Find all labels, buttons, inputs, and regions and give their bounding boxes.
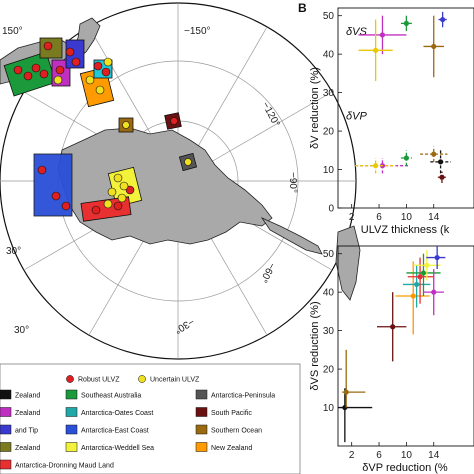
lon-label: −90° bbox=[287, 172, 298, 193]
legend-label: Zealand bbox=[15, 410, 40, 417]
y-tick-label: 40 bbox=[323, 50, 335, 61]
legend-swatch bbox=[0, 424, 12, 435]
y-tick-label: 40 bbox=[323, 288, 335, 299]
legend-label: South Pacific bbox=[211, 410, 252, 417]
annotation-dvs: δVS bbox=[346, 26, 367, 38]
x-tick-label: 10 bbox=[401, 212, 413, 223]
y-axis-label: δV reduction (%) bbox=[309, 67, 321, 149]
data-point bbox=[439, 174, 445, 180]
legend-label: Southeast Australia bbox=[81, 393, 141, 400]
plot-frame bbox=[337, 245, 474, 447]
data-point bbox=[410, 293, 416, 299]
x-tick-label: 6 bbox=[376, 450, 382, 461]
legend-swatch bbox=[0, 442, 12, 452]
antarctic-peninsula bbox=[260, 217, 323, 255]
robust-legend-dot bbox=[66, 375, 74, 383]
legend-swatch bbox=[0, 407, 12, 417]
x-axis-label: δVP reduction (% bbox=[362, 462, 448, 474]
legend-swatch bbox=[0, 459, 12, 470]
legend-swatch bbox=[195, 424, 208, 435]
legend-label: and Tip bbox=[15, 428, 38, 435]
x-axis-label: ULVZ thickness (k bbox=[361, 224, 450, 236]
legend-label: Zealand bbox=[15, 445, 40, 452]
uncertain-legend-dot bbox=[138, 375, 146, 383]
map-legend: Robust ULVZ Uncertain ULVZ Zealand Southe… bbox=[0, 363, 301, 474]
legend-label: Antarctica-Oates Coast bbox=[81, 410, 153, 417]
x-tick-label: 14 bbox=[428, 212, 440, 223]
y-tick-label: 50 bbox=[323, 11, 335, 22]
data-point bbox=[424, 262, 430, 268]
legend-uncertain-label: Uncertain ULVZ bbox=[150, 377, 200, 384]
polar-map: 30° 0° 30° 150° −150° −120° −90° −60° −3… bbox=[0, 2, 361, 393]
ulvz-robust-dots bbox=[13, 41, 178, 215]
data-point bbox=[403, 155, 409, 161]
data-point bbox=[373, 47, 379, 53]
legend-robust-label: Robust ULVZ bbox=[78, 377, 120, 384]
legend-swatch bbox=[65, 442, 78, 452]
data-point bbox=[431, 289, 437, 295]
legend-swatch bbox=[65, 389, 78, 400]
x-tick-label: 14 bbox=[428, 450, 440, 461]
y-tick-label: 20 bbox=[323, 127, 335, 138]
legend-swatch bbox=[65, 407, 78, 417]
data-point bbox=[343, 389, 349, 395]
y-tick-label: 20 bbox=[323, 365, 335, 376]
data-point bbox=[420, 270, 427, 276]
legend-label: Antarctica-Dronning Maud Land bbox=[15, 463, 114, 470]
data-point bbox=[390, 324, 396, 330]
panel-label-b: B bbox=[298, 1, 307, 15]
legend-label: Southern Ocean bbox=[211, 428, 262, 435]
y-tick-label: 10 bbox=[323, 403, 335, 414]
legend-swatch bbox=[195, 389, 208, 400]
legend-label: Antarctica-Weddell Sea bbox=[81, 445, 154, 452]
data-point bbox=[414, 281, 420, 288]
data-point bbox=[431, 151, 437, 157]
y-tick-label: 10 bbox=[323, 165, 335, 176]
legend-label: Zealand bbox=[15, 393, 40, 400]
lon-label: 150° bbox=[2, 26, 23, 37]
data-point bbox=[437, 159, 444, 165]
chart-thickness: 2 6 10 14 0 10 20 30 40 50 ULVZ thickness (k δV red… bbox=[309, 7, 474, 236]
data-point bbox=[403, 20, 409, 26]
legend-swatch bbox=[195, 407, 208, 417]
lat-label: 30° bbox=[14, 325, 29, 336]
lon-label: −150° bbox=[184, 26, 211, 37]
ulvz-uncertain-dots bbox=[53, 57, 192, 209]
x-tick-label: 2 bbox=[349, 212, 355, 223]
legend-label: Antarctica-Peninsula bbox=[211, 393, 275, 400]
legend-swatch bbox=[0, 389, 12, 400]
legend-label: Antarctica-East Coast bbox=[81, 428, 149, 435]
y-tick-label: 0 bbox=[328, 204, 334, 215]
data-point bbox=[379, 32, 386, 38]
annotation-dvp: δVP bbox=[346, 111, 367, 123]
data-point bbox=[434, 254, 440, 261]
legend-swatch bbox=[195, 442, 208, 452]
y-axis-label: δVS reduction (%) bbox=[309, 301, 321, 390]
x-tick-label: 6 bbox=[376, 212, 382, 223]
x-tick-label: 10 bbox=[401, 450, 413, 461]
south-america-land bbox=[335, 225, 361, 301]
data-point bbox=[373, 163, 379, 169]
lat-label: 30° bbox=[6, 246, 21, 257]
y-tick-label: 30 bbox=[323, 88, 335, 99]
data-point bbox=[440, 16, 446, 23]
x-tick-label: 2 bbox=[349, 450, 355, 461]
chart-vp-vs: 2 6 10 14 10 20 30 40 50 δVP reduction (% δVS redu… bbox=[309, 245, 474, 474]
legend-swatch bbox=[65, 424, 78, 435]
y-tick-label: 50 bbox=[323, 249, 335, 260]
legend-label: New Zealand bbox=[211, 445, 252, 452]
data-point bbox=[417, 274, 423, 280]
y-tick-label: 30 bbox=[323, 326, 335, 337]
data-point bbox=[431, 43, 437, 50]
plot-frame bbox=[337, 7, 474, 209]
